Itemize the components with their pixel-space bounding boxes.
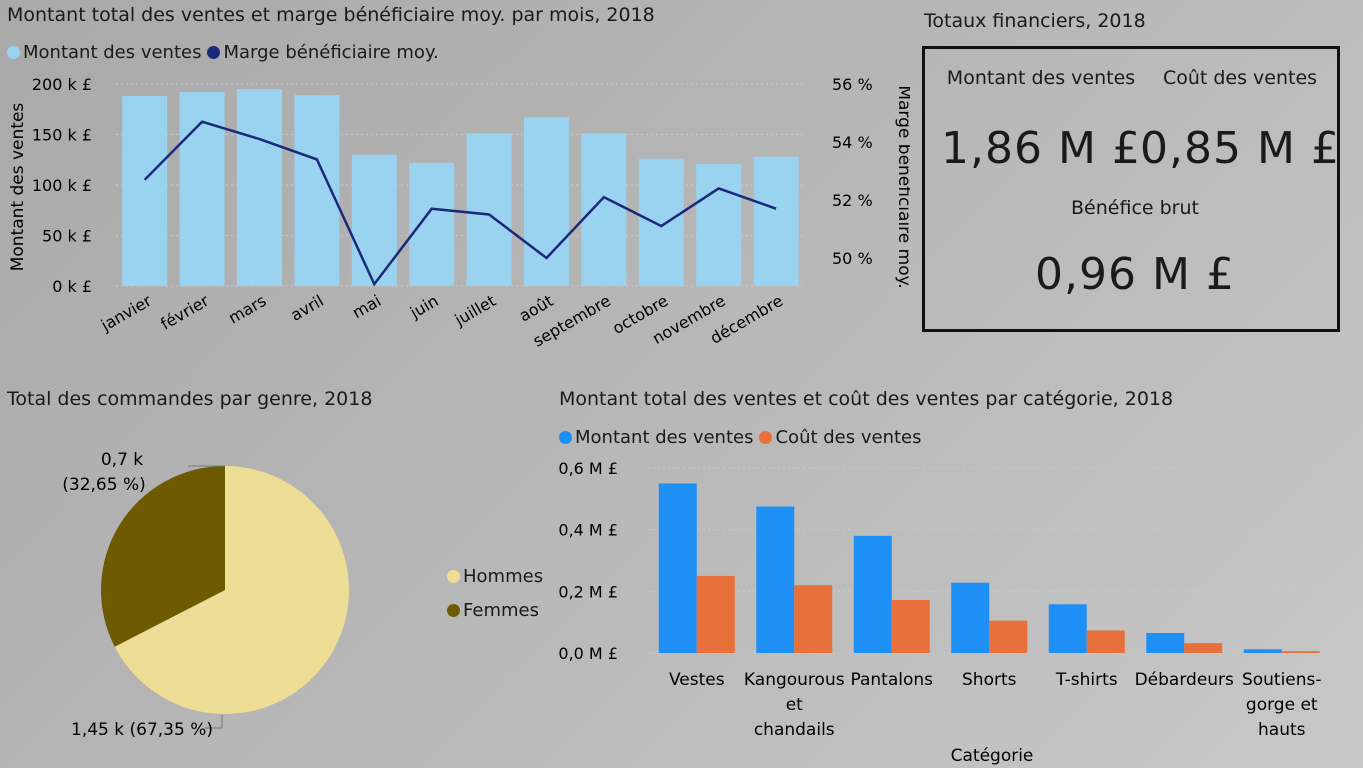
category-cost-bar[interactable] [1184, 643, 1223, 653]
month-tick-label: mai [349, 291, 384, 322]
legend-cat-sales-dot [559, 431, 572, 444]
month-tick-label: avril [287, 291, 327, 325]
category-y-tick: 0,6 M £ [558, 459, 618, 478]
y-left-tick: 100 k £ [32, 176, 92, 195]
y-right-tick: 54 % [832, 133, 873, 152]
sales-bar[interactable] [237, 89, 282, 286]
y-right-tick: 50 % [832, 249, 873, 268]
category-chart-title: Montant total des ventes et coût des ven… [559, 388, 1174, 410]
category-sales-bar[interactable] [1243, 649, 1282, 653]
legend-cat-sales-label: Montant des ventes [575, 427, 754, 448]
category-cost-bar[interactable] [696, 575, 735, 653]
combo-chart[interactable]: 0 k £ 50 k £ 100 k £ 150 k £ 200 k £ 50 % 52 … [0, 70, 910, 360]
category-tick-label: Shorts [962, 670, 1017, 690]
category-sales-bar[interactable] [1048, 604, 1087, 653]
category-legend[interactable]: Montant des ventes Coût des ventes [559, 427, 922, 448]
kpi-title: Totaux financiers, 2018 [924, 10, 1146, 32]
kpi-card: Montant des ventes Coût des ventes 1,86 … [922, 46, 1340, 332]
month-tick-label: janvier [97, 291, 155, 336]
category-x-axis-title: Catégorie [951, 746, 1034, 766]
sales-bar[interactable] [581, 133, 627, 286]
kpi-profit-label: Bénéfice brut [1071, 197, 1199, 219]
kpi-cost-label: Coût des ventes [1162, 67, 1318, 89]
category-tick-label: Kangourous [744, 670, 845, 690]
category-cost-bar[interactable] [1281, 651, 1320, 653]
combo-chart-title: Montant total des ventes et marge bénéfi… [7, 4, 655, 26]
category-cost-bar[interactable] [891, 599, 930, 653]
category-sales-bar[interactable] [853, 535, 892, 653]
y-right-tick: 56 % [832, 75, 873, 94]
month-tick-label: juin [406, 291, 442, 323]
sales-bar[interactable] [179, 92, 225, 286]
sales-bar[interactable] [409, 162, 455, 286]
month-tick-label: mars [225, 291, 269, 328]
category-tick-label: Pantalons [850, 670, 933, 690]
legend-women-label: Femmes [463, 600, 539, 621]
legend-margin-dot [207, 46, 221, 59]
y-right-tick: 52 % [832, 191, 873, 210]
kpi-profit-value: 0,96 M £ [1035, 249, 1235, 300]
legend-sales-dot [7, 46, 20, 59]
month-tick-label: août [516, 291, 557, 325]
sales-bar[interactable] [294, 95, 340, 286]
kpi-sales-label: Montant des ventes [946, 67, 1136, 89]
category-sales-bar[interactable] [756, 506, 795, 653]
month-tick-label: février [157, 291, 212, 334]
pie-chart-title: Total des commandes par genre, 2018 [7, 388, 373, 410]
men-leader-line [205, 715, 223, 729]
legend-sales-label: Montant des ventes [23, 42, 202, 63]
y-left-tick: 150 k £ [32, 126, 92, 145]
category-cost-bar[interactable] [794, 585, 833, 653]
category-tick-label: gorge et [1246, 695, 1318, 715]
category-cost-bar[interactable] [989, 620, 1028, 653]
sales-bar[interactable] [122, 96, 168, 287]
margin-line[interactable] [143, 120, 777, 287]
category-chart[interactable]: 0,0 M £ 0,2 M £ 0,4 M £ 0,6 M £ Vestes Kango… [550, 450, 1363, 768]
month-tick-label: juillet [451, 291, 500, 330]
legend-men-dot [447, 570, 460, 583]
combo-legend[interactable]: Montant des ventes Marge bénéficiaire mo… [7, 42, 439, 63]
legend-men-label: Hommes [463, 566, 544, 587]
category-tick-label: et [786, 695, 803, 715]
legend-margin-label: Marge bénéficiaire moy. [223, 42, 439, 63]
women-data-label-pct: (32,65 %) [62, 475, 146, 495]
sales-bar[interactable] [696, 163, 742, 286]
category-sales-bar[interactable] [951, 582, 990, 653]
men-data-label: 1,45 k (67,35 %) [71, 720, 213, 740]
category-tick-label: chandails [754, 720, 835, 740]
y-left-tick: 0 k £ [52, 277, 92, 296]
category-tick-label: hauts [1258, 720, 1306, 740]
category-tick-label: Débardeurs [1135, 670, 1234, 690]
category-y-tick: 0,0 M £ [558, 644, 618, 663]
category-y-tick: 0,2 M £ [558, 582, 618, 601]
women-data-label-value: 0,7 k [101, 450, 143, 470]
y-axis-right-label: Marge bénéficiaire moy. [894, 85, 910, 288]
category-sales-bar[interactable] [1146, 632, 1185, 653]
legend-cat-cost-dot [759, 431, 773, 444]
sales-bar[interactable] [524, 117, 569, 286]
y-left-tick: 200 k £ [32, 75, 92, 94]
kpi-sales-value: 1,86 M £ [941, 123, 1141, 174]
legend-women-dot [447, 604, 460, 617]
kpi-cost-value: 0,85 M £ [1140, 123, 1340, 174]
category-tick-label: Soutiens- [1242, 670, 1322, 690]
pie-legend-women[interactable]: Femmes [447, 600, 539, 621]
sales-bar[interactable] [638, 158, 684, 286]
pie-legend-men[interactable]: Hommes [447, 566, 543, 587]
pie-slice[interactable] [101, 466, 225, 647]
category-tick-label: Vestes [669, 670, 725, 690]
y-axis-left-label: Montant des ventes [8, 103, 28, 272]
sales-bar[interactable] [466, 133, 512, 286]
pie-slice[interactable] [114, 466, 349, 714]
category-y-tick: 0,4 M £ [558, 521, 618, 540]
category-sales-bar[interactable] [658, 483, 697, 653]
category-tick-label: T-shirts [1055, 670, 1118, 690]
y-left-tick: 50 k £ [42, 227, 92, 246]
category-cost-bar[interactable] [1086, 630, 1125, 653]
sales-bar[interactable] [351, 154, 397, 286]
pie-chart[interactable]: 0,7 k (32,65 %) 1,45 k (67,35 %) [0, 430, 550, 768]
legend-cat-cost-label: Coût des ventes [775, 427, 922, 448]
sales-bar[interactable] [753, 156, 799, 286]
